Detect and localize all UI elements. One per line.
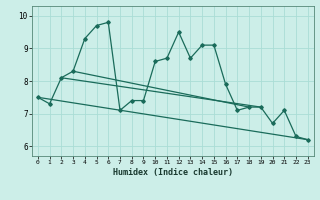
X-axis label: Humidex (Indice chaleur): Humidex (Indice chaleur) bbox=[113, 168, 233, 177]
